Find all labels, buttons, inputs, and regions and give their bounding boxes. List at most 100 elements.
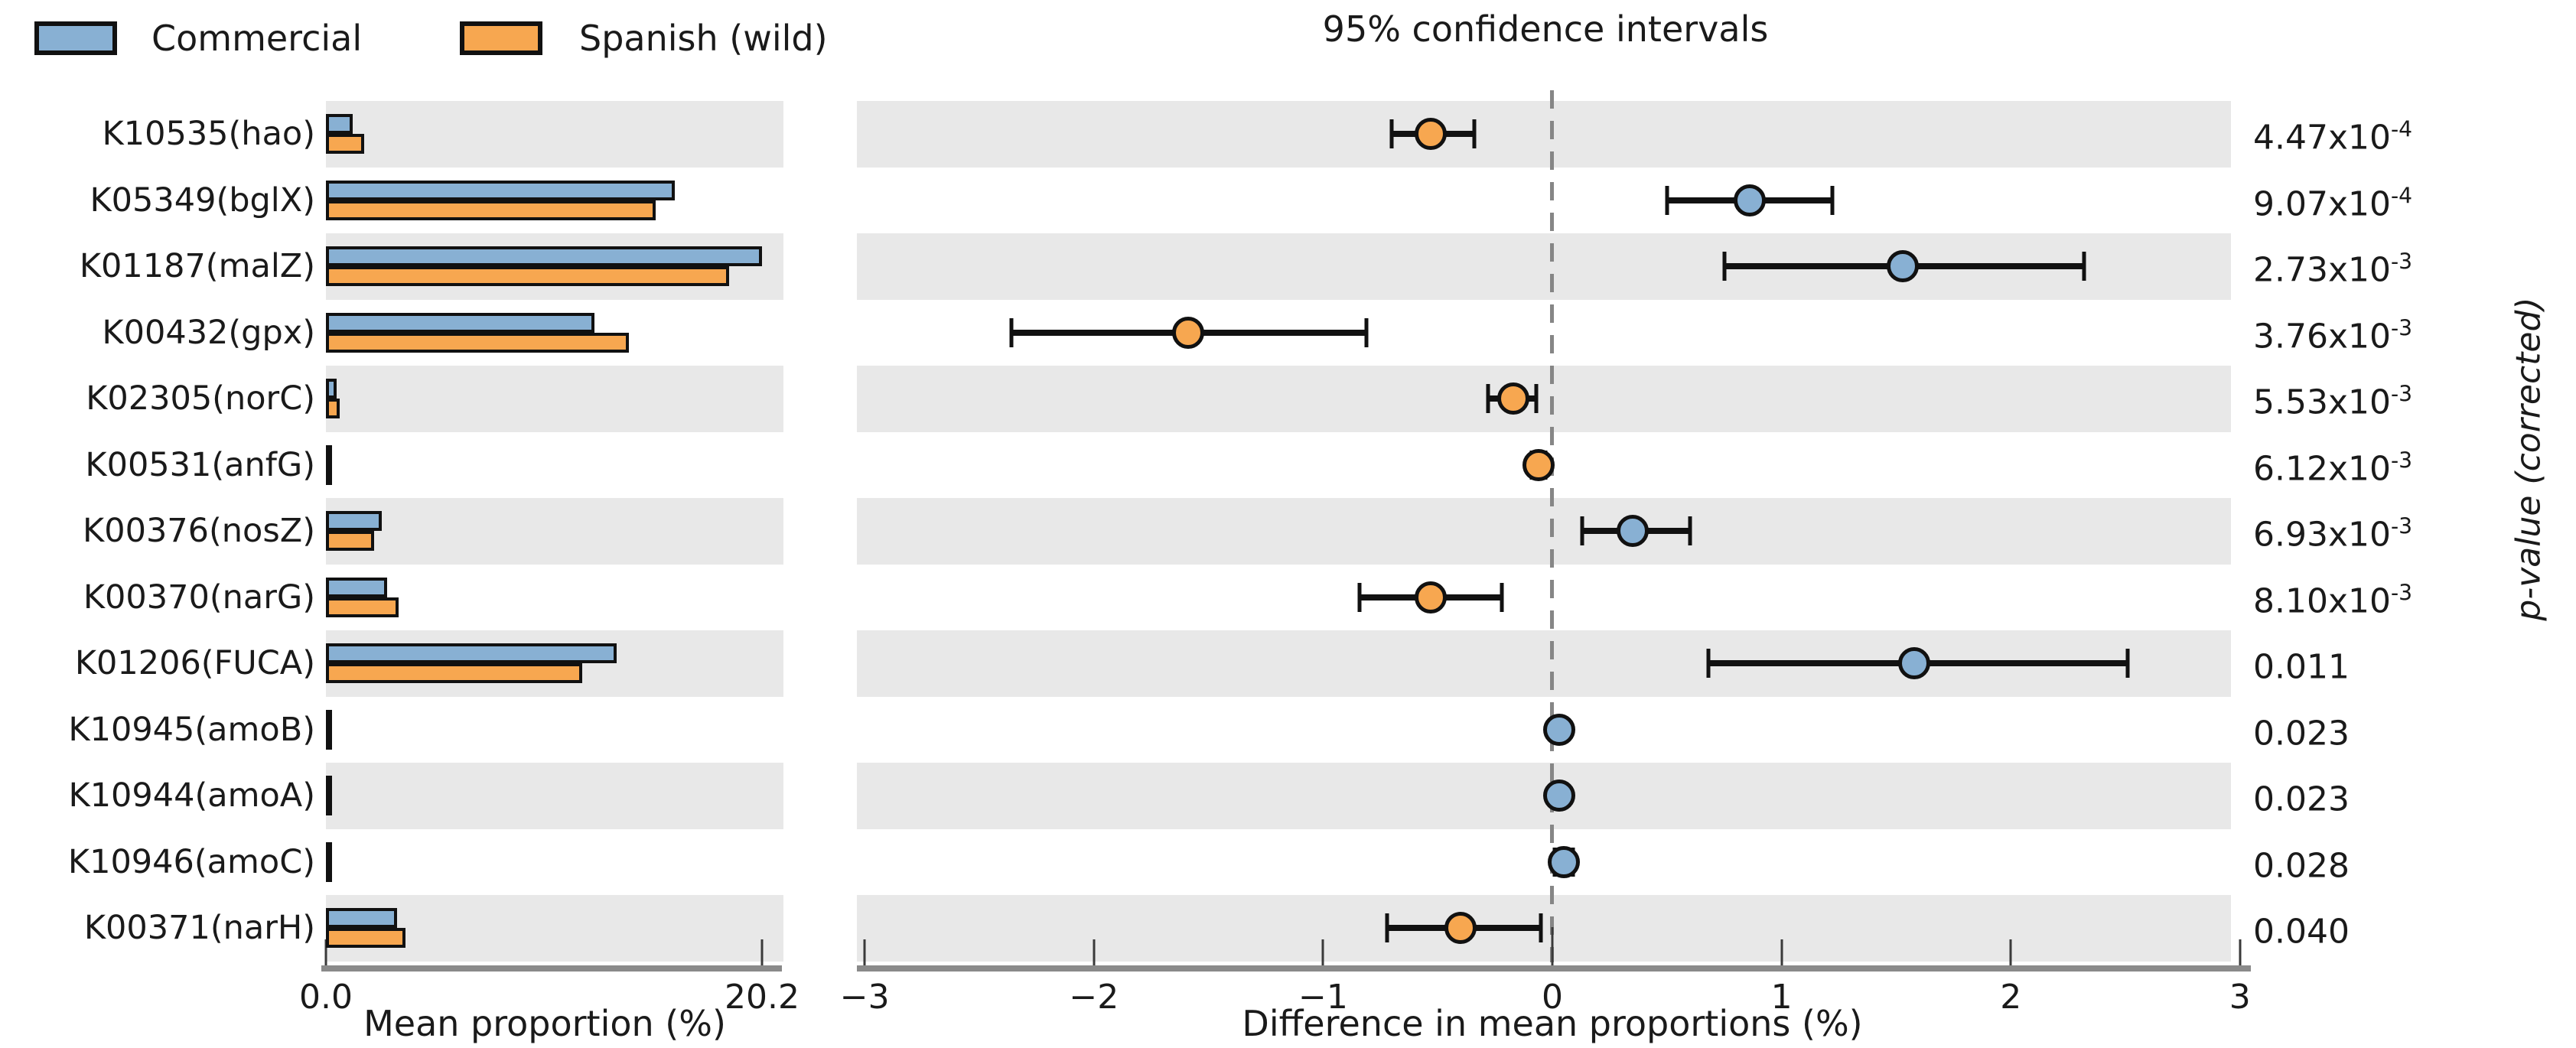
bar-commercial [326,180,675,200]
ci-dot [1415,581,1448,614]
p-value-exponent: -3 [2391,448,2413,474]
bar-commercial [326,643,617,664]
category-label: K00371(narH) [83,909,315,948]
bar-spanish [326,861,332,882]
ci-dot [1733,184,1766,216]
x-tick [1780,939,1783,965]
p-value-base: 8.10x10 [2253,581,2391,621]
x-tick-label: −3 [839,978,890,1017]
ci-dot [1444,912,1477,945]
p-value-exponent: -4 [2391,183,2413,209]
p-value: 0.023 [2253,773,2350,819]
left-axis-title: Mean proportion (%) [363,1003,726,1044]
p-value-base: 2.73x10 [2253,250,2391,290]
legend-label-commercial: Commercial [151,18,363,59]
ci-cap-right [1472,119,1477,149]
p-value: 5.53x10-3 [2253,376,2412,421]
legend: Commercial Spanish (wild) [0,0,918,76]
category-label: K10944(amoA) [68,776,316,815]
ci-cap-right [2125,649,2130,679]
bar-commercial [326,246,762,267]
bar-spanish [326,663,582,684]
p-value-base: 0.040 [2253,912,2350,952]
bar-commercial [326,444,332,465]
category-label: K00376(nosZ) [83,512,315,551]
category-label: K00432(gpx) [102,313,315,352]
row-stripe [326,366,783,432]
bar-commercial [326,709,332,730]
bar-commercial [326,379,337,399]
left-x-axis-line [321,965,782,972]
p-value-base: 9.07x10 [2253,184,2391,224]
bar-spanish [326,266,729,287]
x-tick-label: 0.0 [299,978,353,1017]
row-stripe [326,763,783,829]
bar-spanish [326,729,332,750]
row-stripe [857,895,2231,962]
category-label: K01206(FUCA) [74,644,315,683]
p-value-base: 0.023 [2253,714,2350,753]
p-value: 0.040 [2253,906,2350,951]
bar-commercial [326,312,595,333]
legend-swatch-commercial-icon [34,21,117,55]
p-value: 8.10x10-3 [2253,574,2412,620]
ci-dot [1542,779,1575,812]
p-value: 4.47x10-4 [2253,112,2412,157]
ci-cap-left [1385,913,1389,943]
ci-cap-left [1357,582,1362,612]
ci-cap-right [1539,913,1543,943]
p-value-base: 3.76x10 [2253,317,2391,356]
row-stripe [857,366,2231,432]
p-value-base: 0.011 [2253,647,2350,687]
row-stripe [326,498,783,565]
p-value: 0.011 [2253,641,2350,686]
p-value-base: 0.028 [2253,846,2350,886]
p-value-column-title: p-value (corrected) [2509,297,2548,621]
p-value: 2.73x10-3 [2253,244,2412,289]
p-value-exponent: -3 [2391,249,2413,275]
category-label: K05349(bglX) [90,181,315,220]
bar-spanish [326,796,332,816]
bar-commercial [326,841,332,862]
right-axis-title: Difference in mean proportions (%) [1242,1003,1863,1044]
ci-cap-left [1486,384,1490,414]
x-tick [324,939,327,965]
ci-cap-left [1665,185,1669,215]
ci-dot [1542,713,1575,746]
legend-swatch-spanish-icon [460,21,542,55]
x-tick [863,939,866,965]
bar-commercial [326,114,353,135]
p-value-exponent: -3 [2391,513,2413,539]
p-value: 9.07x10-4 [2253,177,2412,223]
right-x-axis-line [857,965,2251,972]
x-tick [1551,927,1554,965]
ci-cap-left [1722,252,1727,282]
category-label: K01187(malZ) [79,247,315,286]
x-tick-label: −2 [1069,978,1119,1017]
ci-dot [1887,250,1920,283]
p-value-exponent: -3 [2391,580,2413,606]
x-tick [760,939,764,965]
ci-cap-left [1389,119,1394,149]
p-value: 6.12x10-3 [2253,442,2412,487]
ci-cap-left [1580,516,1584,546]
ci-cap-right [1534,384,1539,414]
ci-cap-left [1009,317,1014,347]
ci-cap-right [1364,317,1369,347]
p-value-base: 0.023 [2253,779,2350,819]
p-value: 0.023 [2253,707,2350,752]
x-tick [1321,939,1324,965]
bar-commercial [326,908,398,929]
bar-commercial [326,577,388,597]
bar-spanish [326,928,406,949]
x-tick-label: 3 [2229,978,2251,1017]
p-value-base: 5.53x10 [2253,382,2391,422]
p-value-exponent: -4 [2391,116,2413,142]
p-value-exponent: -3 [2391,381,2413,407]
ci-dot [1547,845,1580,878]
x-tick-label: 1 [1770,978,1793,1017]
ci-dot [1171,316,1204,349]
x-tick-label: 20.2 [725,978,800,1017]
p-value-base: 6.12x10 [2253,449,2391,489]
x-tick-label: −1 [1298,978,1348,1017]
